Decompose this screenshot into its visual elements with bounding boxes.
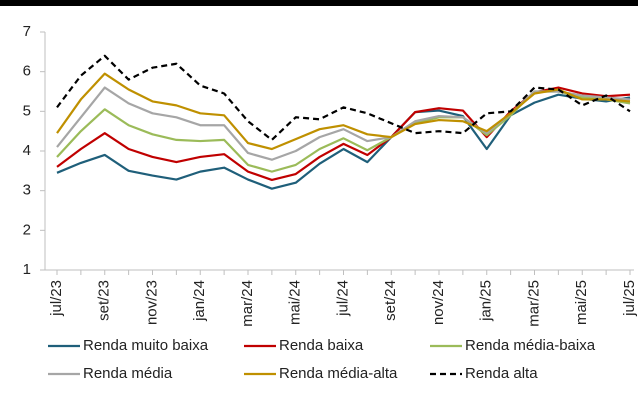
y-tick-label: 6 xyxy=(23,63,31,80)
y-tick-label: 4 xyxy=(23,142,31,159)
series-line xyxy=(56,93,631,190)
series-line xyxy=(56,54,631,141)
legend-label: Renda média xyxy=(83,365,173,382)
x-tick-label: nov/24 xyxy=(430,280,447,325)
x-tick-label: mar/25 xyxy=(525,280,542,327)
x-tick-label: jan/25 xyxy=(478,280,495,322)
x-tick-label: nov/23 xyxy=(143,280,160,325)
x-tick-label: jul/24 xyxy=(334,280,351,317)
top-bar xyxy=(0,0,638,6)
legend-label: Renda média-baixa xyxy=(465,337,596,354)
legend-label: Renda média-alta xyxy=(279,365,398,382)
y-tick-label: 1 xyxy=(23,261,31,278)
y-tick-label: 2 xyxy=(23,221,31,238)
series-line xyxy=(56,86,631,161)
x-tick-label: mai/24 xyxy=(287,280,304,325)
legend-label: Renda muito baixa xyxy=(83,337,209,354)
x-tick-label: jan/24 xyxy=(191,280,208,322)
x-tick-label: set/23 xyxy=(96,280,113,321)
series-line xyxy=(56,90,631,173)
x-tick-label: mai/25 xyxy=(573,280,590,325)
y-tick-label: 3 xyxy=(23,182,31,199)
legend-label: Renda baixa xyxy=(279,337,364,354)
x-tick-label: set/24 xyxy=(382,280,399,321)
x-tick-label: mar/24 xyxy=(239,280,256,327)
legend-label: Renda alta xyxy=(465,365,538,382)
series-line xyxy=(56,72,631,151)
series-line xyxy=(56,86,631,182)
x-tick-label: jul/25 xyxy=(621,280,638,317)
y-tick-label: 7 xyxy=(23,23,31,40)
y-tick-label: 5 xyxy=(23,102,31,119)
x-tick-label: jul/23 xyxy=(48,280,65,317)
